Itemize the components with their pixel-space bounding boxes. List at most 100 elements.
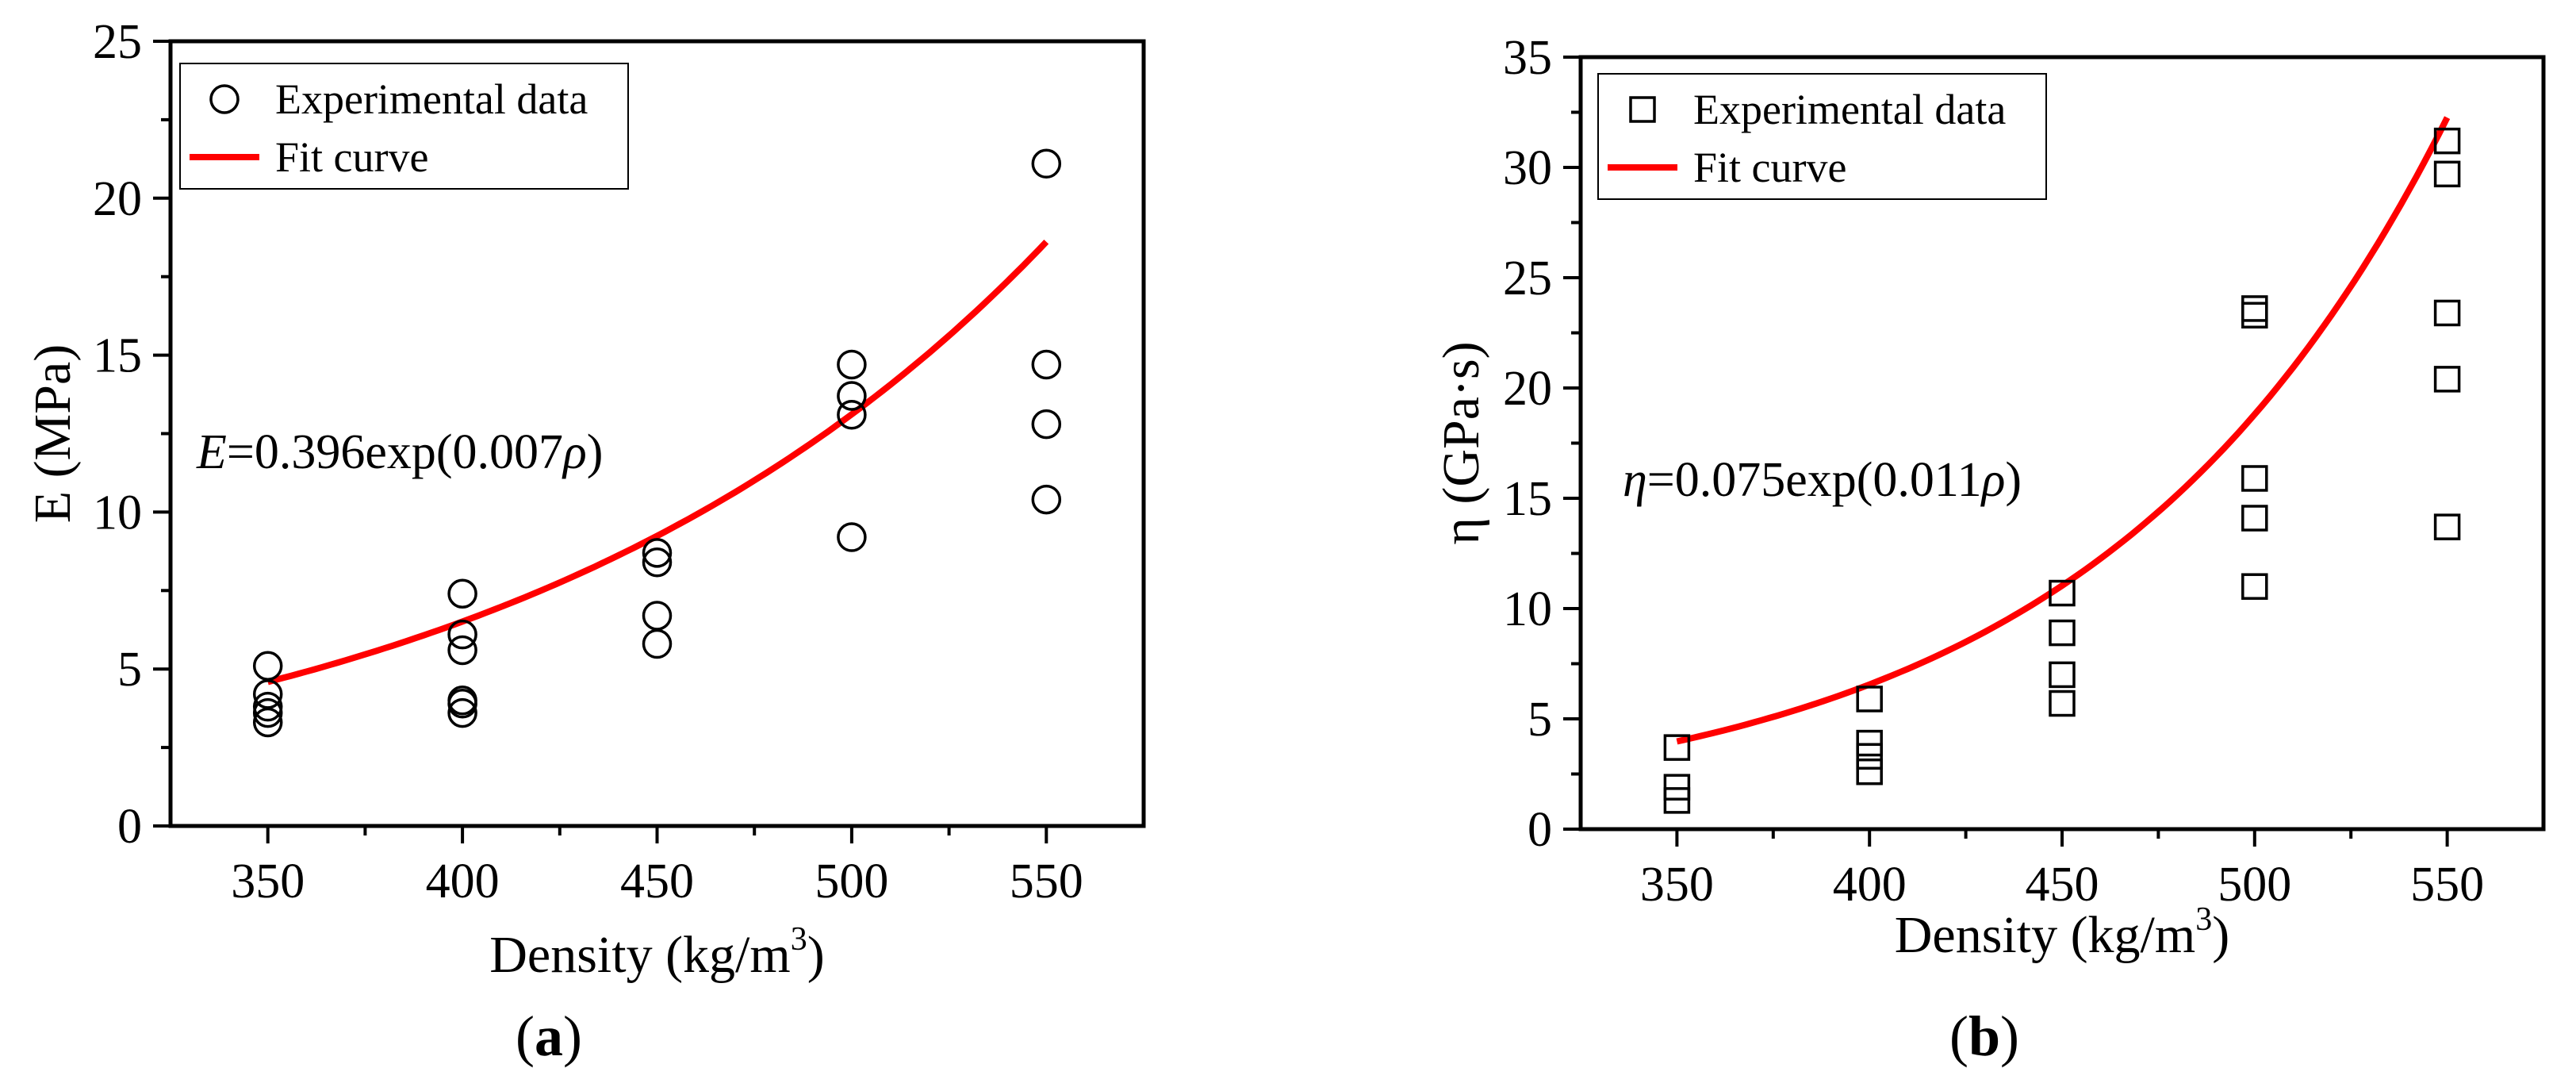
data-point (1031, 409, 1062, 440)
y-tick-label: 35 (1503, 31, 1552, 85)
equation-rho: ρ (1980, 453, 2006, 507)
x-tick-label: 350 (1640, 858, 1714, 912)
fit-equation: E=0.396exp(0.007ρ) (196, 425, 603, 479)
x-axis-label-main: Density (kg/m (1895, 906, 2195, 964)
data-point (2241, 573, 2268, 600)
x-tick-label: 450 (2026, 858, 2099, 912)
panel-letter: a (535, 1004, 563, 1068)
legend-label-fit: Fit curve (1693, 144, 1846, 191)
equation-variable: E (196, 425, 227, 479)
data-point (1031, 349, 1062, 380)
y-tick-label: 15 (93, 329, 142, 383)
legend-box (179, 63, 629, 190)
data-point (1856, 686, 1883, 713)
data-point (1031, 148, 1062, 179)
data-point (2049, 689, 2076, 717)
x-tick-label: 400 (426, 855, 500, 908)
data-point (837, 400, 867, 430)
fit-curve-line (266, 240, 1049, 686)
data-point (1856, 758, 1883, 785)
y-tick-label: 10 (1503, 582, 1552, 636)
data-point (1031, 484, 1062, 515)
panel-label: (b) (1949, 1004, 2019, 1068)
x-tick-label: 350 (231, 855, 305, 908)
y-tick-label: 5 (117, 643, 142, 697)
panel-paren-open: ( (1949, 1004, 1968, 1068)
y-tick-label: 20 (1503, 362, 1552, 416)
x-axis-label-sup: 3 (791, 921, 807, 958)
legend: Experimental data Fit curve (179, 63, 629, 190)
data-point (2433, 127, 2461, 155)
legend-label-fit: Fit curve (275, 133, 428, 181)
data-point (642, 601, 673, 631)
equation-variable: η (1623, 453, 1647, 507)
data-point (1663, 787, 1691, 814)
y-axis-label: E (MPa) (24, 344, 82, 523)
data-point (252, 691, 283, 722)
data-point (2433, 299, 2461, 327)
equation-close: ) (2005, 453, 2022, 507)
data-point (2241, 465, 2268, 492)
legend-marker-circle (209, 84, 240, 114)
data-point (2241, 505, 2268, 532)
x-axis-label-close: ) (2212, 906, 2229, 964)
equation-rho: ρ (562, 425, 587, 479)
legend-label-experimental: Experimental data (1693, 86, 2006, 133)
data-point (447, 619, 477, 650)
chart-panel-b: 350 400 450 500 550 0 5 10 15 20 25 30 35 Density (kg… (1432, 31, 2546, 1068)
y-tick-label: 0 (117, 800, 142, 854)
data-point (447, 697, 477, 728)
equation-body: =0.075exp(0.011 (1647, 453, 1982, 507)
data-point (837, 349, 867, 380)
data-point (2049, 619, 2076, 647)
fit-equation: η=0.075exp(0.011ρ) (1623, 453, 2022, 507)
x-tick-label: 500 (815, 855, 888, 908)
data-point (642, 547, 673, 578)
equation-close: ) (587, 425, 604, 479)
y-tick-label: 5 (1528, 693, 1552, 747)
data-point (2241, 302, 2268, 329)
panel-paren-open: ( (516, 1004, 535, 1068)
panel-paren-close: ) (2000, 1004, 2019, 1068)
x-axis-label-main: Density (kg/m (489, 926, 790, 984)
data-point (2433, 513, 2461, 540)
data-point (252, 697, 283, 728)
y-tick-label: 25 (93, 15, 142, 69)
data-point (642, 538, 673, 568)
y-tick-label: 30 (1503, 141, 1552, 195)
x-axis-label-close: ) (807, 926, 825, 984)
data-point (837, 381, 867, 411)
chart-panel-a: 350 400 450 500 550 0 5 10 15 20 25 Density (kg/m3)… (24, 15, 1146, 1068)
data-point (447, 578, 477, 609)
x-axis-label-sup: 3 (2195, 901, 2212, 938)
x-tick-label: 550 (2410, 858, 2484, 912)
x-axis-label: Density (kg/m3) (1895, 901, 2229, 964)
panel-letter: b (1968, 1004, 2000, 1068)
data-point (2241, 295, 2268, 322)
data-point (837, 522, 867, 552)
x-tick-label: 500 (2218, 858, 2291, 912)
data-point (2433, 366, 2461, 393)
y-tick-label: 25 (1503, 252, 1552, 305)
data-point (2049, 661, 2076, 689)
fit-curve-line (1676, 116, 2451, 745)
data-point (2049, 579, 2076, 607)
data-point (1856, 743, 1883, 770)
data-point (447, 635, 477, 666)
x-tick-label: 550 (1010, 855, 1083, 908)
y-tick-label: 15 (1503, 472, 1552, 526)
data-point (447, 688, 477, 719)
y-tick-label: 0 (1528, 803, 1552, 857)
data-point (2433, 160, 2461, 188)
panel-paren-close: ) (563, 1004, 582, 1068)
legend: Experimental data Fit curve (1597, 73, 2047, 200)
legend-label-experimental: Experimental data (275, 75, 588, 123)
data-point (642, 628, 673, 659)
x-axis-label: Density (kg/m3) (489, 921, 824, 984)
x-tick-label: 450 (620, 855, 694, 908)
y-tick-label: 20 (93, 172, 142, 226)
panel-label: (a) (516, 1004, 582, 1068)
equation-body: =0.396exp(0.007 (227, 425, 563, 479)
legend-box (1597, 73, 2047, 200)
